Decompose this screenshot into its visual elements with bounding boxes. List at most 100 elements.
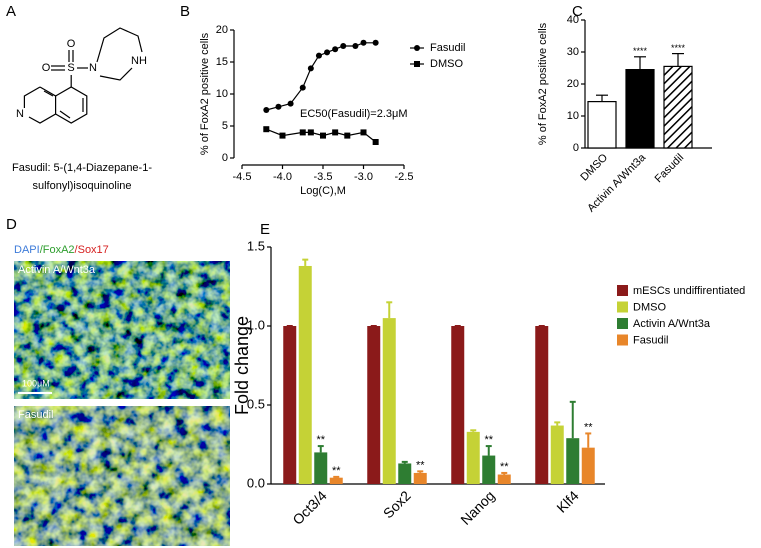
significance: ** [316, 434, 325, 446]
bar [482, 455, 496, 484]
y-tick-label: 15 [216, 56, 228, 68]
panel-label: C [572, 3, 583, 20]
marker [332, 46, 339, 53]
atom-label: N [89, 62, 97, 74]
panel-label: B [180, 3, 190, 20]
marker [263, 107, 270, 113]
marker [332, 129, 339, 136]
bar [398, 463, 412, 484]
marker [372, 39, 379, 46]
micrograph-texture [14, 406, 230, 546]
marker [307, 129, 314, 136]
marker [307, 65, 314, 72]
y-tick-label: 0.5 [247, 396, 265, 411]
x-axis-label: Log(C),M [300, 185, 346, 197]
bar [298, 265, 312, 484]
x-tick-label: Nanog [457, 487, 497, 527]
scale-bar-label: 100μM [22, 378, 50, 388]
bar [550, 425, 564, 484]
bar [497, 474, 511, 484]
marker [299, 129, 306, 136]
legend-swatch [617, 334, 628, 346]
stain: DAPI [14, 244, 40, 256]
legend-label: Activin A/Wnt3a [633, 318, 711, 330]
bar [314, 452, 328, 484]
marker [279, 132, 286, 139]
bar [451, 326, 465, 484]
x-tick-label: Sox2 [380, 487, 414, 521]
marker [275, 103, 282, 110]
marker [320, 132, 326, 139]
bar [581, 447, 595, 484]
atom-label: O [42, 62, 51, 74]
bar [535, 326, 549, 484]
y-tick-label: 0.0 [247, 475, 265, 490]
bar [466, 431, 480, 484]
x-tick-label: DMSO [578, 151, 610, 183]
significance: ** [484, 434, 493, 446]
marker [352, 43, 359, 49]
x-tick-label: -4.5 [233, 171, 252, 183]
legend-label: Fasudil [633, 334, 668, 346]
caption: Fasudil: 5-(1,4-Diazepane-1- [12, 162, 152, 174]
bar [382, 318, 396, 484]
atom-label: S [67, 62, 74, 74]
bar [329, 477, 343, 484]
y-tick-label: 20 [216, 24, 228, 36]
stain: /FoxA2 [40, 244, 75, 256]
atom-label: NH [131, 55, 147, 67]
legend-marker [414, 61, 420, 67]
marker [372, 139, 379, 145]
series-line [266, 42, 376, 111]
y-tick-label: 20 [567, 78, 579, 90]
y-tick-label: 40 [567, 14, 579, 26]
chemical-structure [23, 27, 143, 124]
x-tick-label: Klf4 [553, 487, 582, 516]
marker [287, 100, 294, 107]
stain-legend: DAPI/FoxA2/Sox17 [14, 244, 109, 256]
marker [344, 132, 351, 139]
significance: ** [500, 461, 509, 473]
x-tick-label: -2.5 [395, 171, 414, 183]
x-tick-label: -3.0 [354, 171, 373, 183]
panel-label: D [6, 216, 17, 233]
x-tick-label: Oct3/4 [289, 487, 330, 528]
y-axis-label: Fold change [232, 316, 252, 415]
bar [413, 472, 427, 484]
marker [324, 49, 331, 56]
significance: ** [332, 465, 341, 477]
bar [587, 100, 617, 149]
x-tick-label: -3.5 [314, 171, 333, 183]
bar [283, 326, 297, 484]
significance: ** [584, 421, 593, 433]
significance: ** [416, 459, 425, 471]
marker [263, 126, 270, 133]
marker [340, 43, 347, 49]
bar [663, 65, 693, 149]
y-tick-label: 10 [216, 88, 228, 100]
panel-label: E [260, 221, 270, 238]
legend-swatch [617, 318, 628, 329]
image-label: Fasudil [18, 409, 53, 421]
image-label: Activin A/Wnt3a [18, 264, 96, 276]
micrograph-texture [14, 261, 230, 399]
legend-label: DMSO [430, 58, 463, 70]
significance: **** [671, 43, 686, 53]
y-tick-label: 0 [222, 152, 228, 164]
x-tick-label: -4.0 [273, 171, 292, 183]
legend-swatch [617, 301, 628, 313]
bar [625, 68, 655, 149]
significance: **** [633, 46, 648, 56]
marker [360, 129, 367, 136]
marker [360, 39, 367, 46]
bar [367, 326, 381, 484]
legend-label: mESCs undiffirentiated [633, 285, 745, 297]
legend-label: DMSO [633, 301, 666, 313]
stain: /Sox17 [75, 244, 109, 256]
legend-marker [414, 45, 420, 51]
y-tick-label: 5 [222, 120, 228, 132]
panel-label: A [6, 3, 16, 20]
y-tick-label: 10 [567, 110, 579, 122]
legend-swatch [617, 285, 628, 296]
